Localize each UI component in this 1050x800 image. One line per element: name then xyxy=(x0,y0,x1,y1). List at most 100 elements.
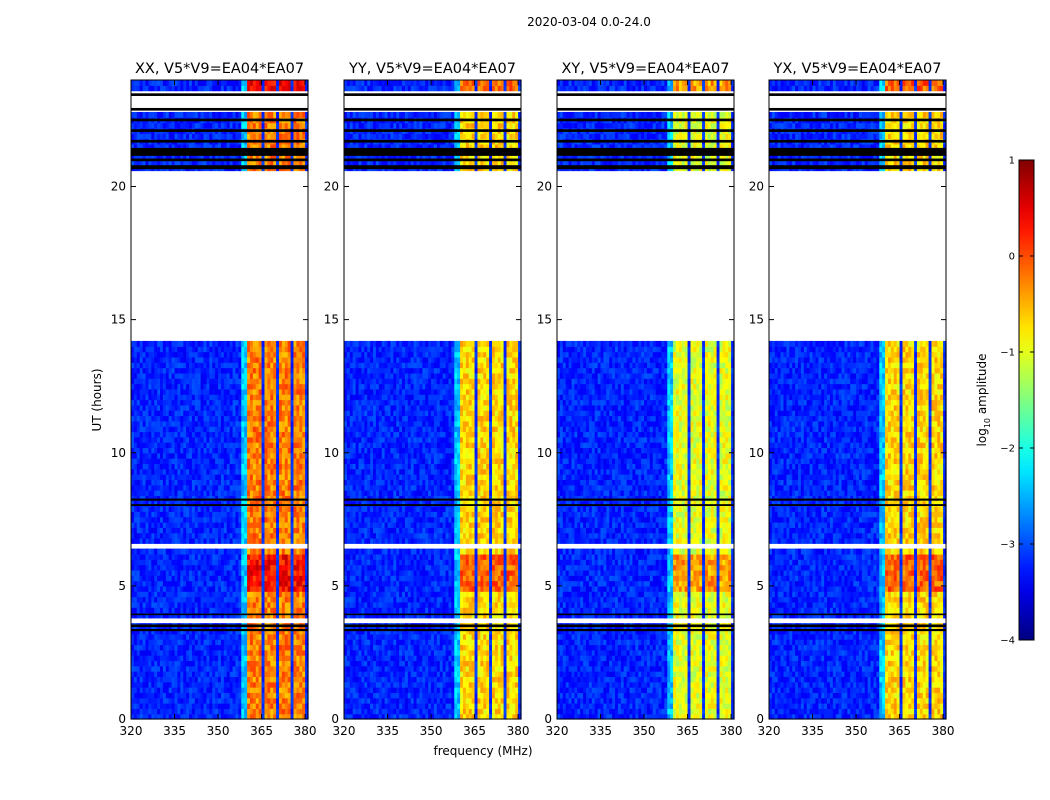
heatmap-cell xyxy=(258,671,263,677)
heatmap-cell xyxy=(235,660,239,667)
heatmap-cell xyxy=(171,708,176,715)
heatmap-cell xyxy=(183,655,187,662)
heatmap-cell xyxy=(206,665,210,672)
heatmap-cell xyxy=(252,713,257,720)
heatmap-cell xyxy=(252,681,257,688)
heatmap-cell xyxy=(180,687,184,693)
heatmap-cell xyxy=(209,692,213,699)
heatmap-cell xyxy=(223,660,228,667)
heatmap-cell xyxy=(229,692,234,699)
heatmap-cell xyxy=(174,671,179,677)
heatmap-cell xyxy=(261,703,266,709)
heatmap-cell xyxy=(177,681,181,688)
heatmap-cell xyxy=(229,655,234,662)
heatmap-cell xyxy=(264,660,268,667)
heatmap-cell xyxy=(281,660,286,667)
heatmap-cell xyxy=(133,692,138,699)
heatmap-cell xyxy=(290,692,295,699)
heatmap-cell xyxy=(157,676,161,683)
heatmap-cell xyxy=(180,676,184,683)
heatmap-cell xyxy=(180,692,184,699)
heatmap-cell xyxy=(264,676,268,683)
heatmap-cell xyxy=(264,708,268,715)
heatmap-cell xyxy=(241,660,245,667)
heatmap-cell xyxy=(278,660,283,667)
heatmap-cell xyxy=(244,665,248,672)
heatmap-cell xyxy=(200,676,205,683)
heatmap-cell xyxy=(165,681,170,688)
heatmap-cell xyxy=(209,665,213,672)
heatmap-cell xyxy=(183,708,187,715)
heatmap-cell xyxy=(220,681,225,688)
heatmap-cell xyxy=(203,697,208,704)
heatmap-cell xyxy=(261,687,266,693)
heatmap-cell xyxy=(145,671,150,677)
heatmap-cell xyxy=(194,665,199,672)
heatmap-cell xyxy=(177,713,181,720)
heatmap-cell xyxy=(235,703,239,709)
heatmap-cell xyxy=(136,687,141,693)
heatmap-cell xyxy=(200,697,205,704)
heatmap-cell xyxy=(203,708,208,715)
heatmap-cell xyxy=(232,703,237,709)
heatmap-cell xyxy=(139,713,144,720)
heatmap-cell xyxy=(299,697,303,704)
heatmap-cell xyxy=(206,697,210,704)
heatmap-cell xyxy=(191,713,196,720)
heatmap-cell xyxy=(209,671,213,677)
heatmap-cell xyxy=(171,665,176,672)
heatmap-cell xyxy=(223,708,228,715)
heatmap-cell xyxy=(171,713,176,720)
heatmap-cell xyxy=(165,676,170,683)
heatmap-cell xyxy=(264,697,268,704)
heatmap-cell xyxy=(247,655,251,662)
heatmap-cell xyxy=(145,708,150,715)
heatmap-cell xyxy=(238,697,242,704)
heatmap-cell xyxy=(206,703,210,709)
heatmap-cell xyxy=(189,713,193,720)
heatmap-cell xyxy=(189,655,193,662)
heatmap-cell xyxy=(197,681,202,688)
heatmap-cell xyxy=(287,703,292,709)
heatmap-cell xyxy=(305,708,309,715)
heatmap-cell xyxy=(148,660,152,667)
heatmap-cell xyxy=(186,687,190,693)
heatmap-cell xyxy=(244,703,248,709)
heatmap-cell xyxy=(255,697,260,704)
heatmap-cell xyxy=(244,687,248,693)
heatmap-cell xyxy=(290,697,295,704)
heatmap-cell xyxy=(157,697,161,704)
heatmap-cell xyxy=(191,671,196,677)
heatmap-cell xyxy=(186,713,190,720)
heatmap-cell xyxy=(157,713,161,720)
heatmap-cell xyxy=(223,713,228,720)
heatmap-cell xyxy=(209,713,213,720)
heatmap-cell xyxy=(200,687,205,693)
heatmap-cell xyxy=(194,660,199,667)
heatmap-cell xyxy=(293,697,297,704)
heatmap-cell xyxy=(270,687,274,693)
heatmap-cell xyxy=(133,713,138,720)
heatmap-cell xyxy=(305,703,309,709)
heatmap-cell xyxy=(232,708,237,715)
heatmap-cell xyxy=(168,655,173,662)
heatmap-cell xyxy=(168,676,173,683)
heatmap-cell xyxy=(139,660,144,667)
heatmap-cell xyxy=(157,703,161,709)
heatmap-cell xyxy=(215,687,219,693)
heatmap-cell xyxy=(302,703,306,709)
heatmap-cell xyxy=(249,655,254,662)
heatmap-cell xyxy=(189,660,193,667)
heatmap-cell xyxy=(215,703,219,709)
heatmap-cell xyxy=(267,703,271,709)
heatmap-cell xyxy=(191,692,196,699)
heatmap-cell xyxy=(232,697,237,704)
heatmap-cell xyxy=(186,671,190,677)
heatmap-cell xyxy=(197,687,202,693)
heatmap-cell xyxy=(186,665,190,672)
heatmap-cell xyxy=(165,697,170,704)
heatmap-cell xyxy=(174,681,179,688)
heatmap-cell xyxy=(131,681,135,688)
